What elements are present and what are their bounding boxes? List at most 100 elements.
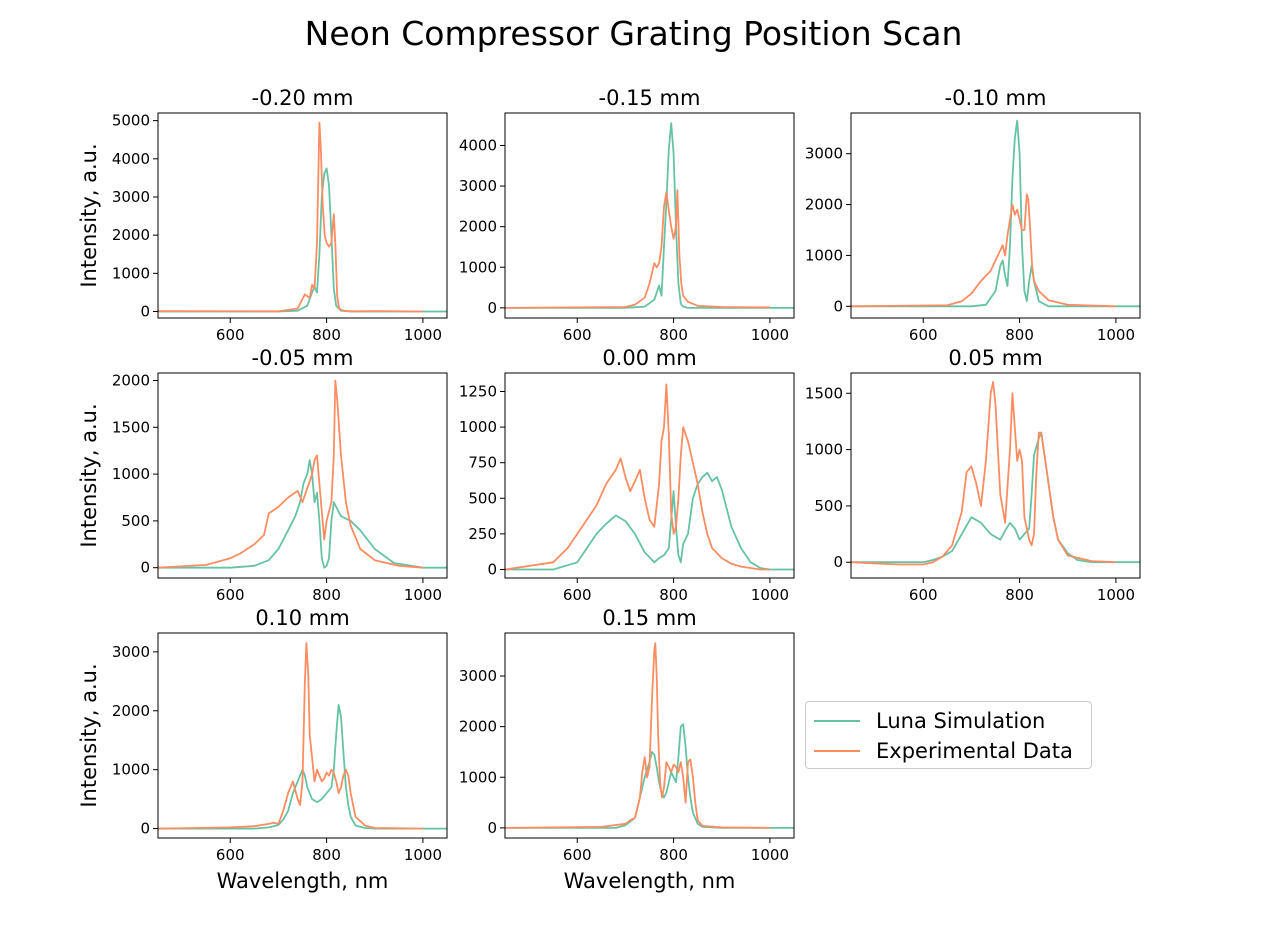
experimental-line	[850, 381, 1116, 566]
y-tick-label: 1000	[112, 761, 150, 779]
plot-frame	[850, 372, 1141, 579]
subplot-0: 600 800 1000 0 1000 2000 3000 4000 5000 -0.20 mm I…	[77, 86, 448, 344]
plot-frame	[850, 112, 1141, 319]
subplot-title: -0.10 mm	[945, 86, 1047, 110]
y-tick-label: 0	[140, 303, 150, 321]
subplot-6: 600 800 1000 0 1000 2000 3000 0.10 mm Intensity,…	[77, 606, 448, 893]
legend: Luna Simulation Experimental Data	[805, 701, 1092, 769]
plot-frame	[157, 372, 448, 579]
y-tick-label: 0	[140, 820, 150, 838]
subplot-2: 600 800 1000 0 1000 2000 3000 -0.10 mm	[805, 86, 1141, 344]
y-tick-label: 1000	[459, 258, 497, 276]
y-axis-label: Intensity, a.u.	[77, 143, 101, 287]
plot-frame	[504, 112, 795, 319]
y-tick-label: 1000	[459, 768, 497, 786]
x-tick-label: 800	[659, 326, 688, 344]
x-tick-label: 800	[312, 846, 341, 864]
y-tick-label: 250	[468, 525, 497, 543]
x-tick-label: 800	[312, 586, 341, 604]
figure-title: Neon Compressor Grating Position Scan	[304, 14, 963, 53]
experimental-line	[850, 193, 1116, 308]
y-tick-label: 1000	[112, 264, 150, 282]
plot-frame	[157, 632, 448, 839]
y-tick-label: 2000	[805, 196, 843, 214]
subplot-1: 600 800 1000 0 1000 2000 3000 4000 -0.15 mm	[459, 86, 795, 344]
legend-label-experimental: Experimental Data	[876, 739, 1073, 763]
y-tick-label: 1000	[112, 465, 150, 483]
x-tick-label: 1000	[404, 326, 442, 344]
y-tick-label: 3000	[112, 643, 150, 661]
y-tick-label: 500	[814, 497, 843, 515]
subplot-title: 0.00 mm	[602, 346, 696, 370]
subplot-4: 600 800 1000 0 250 500 750 1000 1250 0.00 mm	[459, 346, 795, 604]
experimental-line	[504, 383, 770, 571]
x-tick-label: 600	[216, 846, 245, 864]
x-axis-label: Wavelength, nm	[217, 869, 389, 893]
x-tick-label: 600	[216, 586, 245, 604]
y-tick-label: 1250	[459, 383, 497, 401]
x-axis-label: Wavelength, nm	[564, 869, 736, 893]
subplot-title: 0.05 mm	[948, 346, 1042, 370]
y-tick-label: 3000	[459, 667, 497, 685]
experimental-line	[157, 642, 423, 830]
simulation-line	[851, 119, 1140, 308]
x-tick-label: 800	[1005, 586, 1034, 604]
legend-swatch-simulation	[814, 720, 860, 722]
simulation-line	[158, 167, 447, 313]
y-tick-label: 2000	[459, 718, 497, 736]
x-tick-label: 800	[659, 586, 688, 604]
experimental-line	[157, 379, 423, 569]
y-tick-label: 500	[468, 489, 497, 507]
legend-swatch-experimental	[814, 750, 860, 752]
simulation-line	[505, 122, 794, 309]
subplot-title: -0.20 mm	[252, 86, 354, 110]
y-tick-label: 1000	[805, 441, 843, 459]
x-tick-label: 1000	[751, 586, 789, 604]
y-tick-label: 2000	[459, 218, 497, 236]
x-tick-label: 1000	[751, 326, 789, 344]
y-tick-label: 0	[487, 560, 497, 578]
simulation-line	[851, 431, 1140, 564]
y-tick-label: 4000	[112, 150, 150, 168]
subplot-title: -0.05 mm	[252, 346, 354, 370]
y-tick-label: 2000	[112, 702, 150, 720]
simulation-line	[158, 459, 447, 569]
experimental-line	[504, 642, 770, 829]
simulation-line	[505, 723, 794, 829]
x-tick-label: 600	[909, 586, 938, 604]
y-tick-label: 0	[487, 299, 497, 317]
legend-item-simulation: Luna Simulation	[814, 708, 1045, 734]
y-axis-label: Intensity, a.u.	[77, 403, 101, 547]
plot-frame	[157, 112, 448, 319]
subplot-title: -0.15 mm	[599, 86, 701, 110]
x-tick-label: 1000	[751, 846, 789, 864]
subplot-3: 600 800 1000 0 500 1000 1500 2000 -0.05 mm Intens…	[77, 346, 448, 604]
y-tick-label: 3000	[112, 188, 150, 206]
x-tick-label: 1000	[1097, 586, 1135, 604]
y-tick-label: 0	[833, 297, 843, 315]
y-tick-label: 1000	[805, 246, 843, 264]
y-tick-label: 1500	[805, 384, 843, 402]
simulation-line	[158, 704, 447, 830]
x-tick-label: 1000	[1097, 326, 1135, 344]
x-tick-label: 1000	[404, 846, 442, 864]
y-axis-label: Intensity, a.u.	[77, 663, 101, 807]
plot-frame	[504, 372, 795, 579]
y-tick-label: 3000	[805, 145, 843, 163]
x-tick-label: 600	[563, 586, 592, 604]
legend-item-experimental: Experimental Data	[814, 738, 1073, 764]
y-tick-label: 0	[140, 559, 150, 577]
x-tick-label: 600	[563, 846, 592, 864]
x-tick-label: 1000	[404, 586, 442, 604]
y-tick-label: 1000	[459, 418, 497, 436]
y-tick-label: 4000	[459, 136, 497, 154]
y-tick-label: 500	[121, 512, 150, 530]
y-tick-label: 5000	[112, 112, 150, 130]
plot-frame	[504, 632, 795, 839]
experimental-line	[504, 189, 770, 309]
experimental-line	[157, 121, 423, 313]
y-tick-label: 0	[487, 819, 497, 837]
y-tick-label: 2000	[112, 371, 150, 389]
x-tick-label: 600	[563, 326, 592, 344]
x-tick-label: 800	[312, 326, 341, 344]
